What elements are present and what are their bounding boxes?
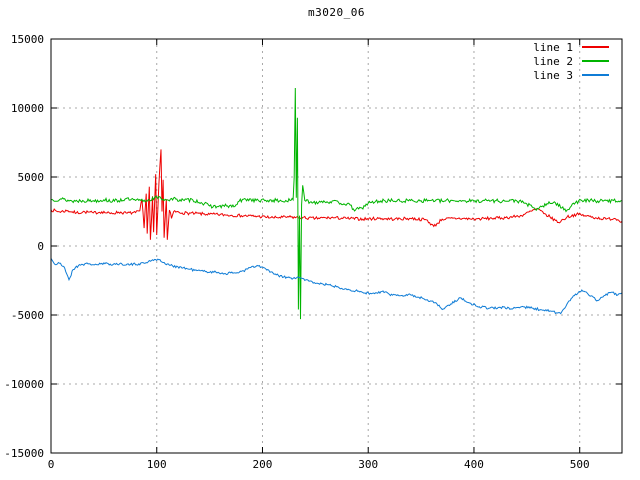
x-tick-label: 200 [253, 458, 273, 471]
x-tick-label: 100 [147, 458, 167, 471]
legend-label-line-3: line 3 [533, 68, 573, 82]
legend-color-swatch-line-2 [582, 60, 609, 62]
legend-entry-line-3: line 3 [533, 68, 609, 82]
y-tick-label: 5000 [18, 171, 45, 184]
series-line-2 [51, 87, 622, 320]
legend-color-swatch-line-3 [582, 74, 609, 76]
y-tick-label: 10000 [11, 102, 44, 115]
x-tick-label: 300 [358, 458, 378, 471]
series-line-3 [51, 258, 622, 315]
y-tick-label: 0 [37, 240, 44, 253]
x-tick-label: 500 [570, 458, 590, 471]
x-tick-label: 400 [464, 458, 484, 471]
chart-title: m3020_06 [308, 6, 365, 19]
x-tick-label: 0 [48, 458, 55, 471]
legend-entry-line-2: line 2 [533, 54, 609, 68]
series-line-1 [51, 149, 622, 240]
y-tick-label: -5000 [11, 309, 44, 322]
legend-label-line-1: line 1 [533, 40, 573, 54]
legend: line 1 line 2 line 3 [533, 40, 609, 82]
legend-label-line-2: line 2 [533, 54, 573, 68]
legend-entry-line-1: line 1 [533, 40, 609, 54]
y-tick-label: -15000 [4, 447, 44, 460]
y-tick-label: -10000 [4, 378, 44, 391]
legend-color-swatch-line-1 [582, 46, 609, 48]
y-tick-label: 15000 [11, 33, 44, 46]
